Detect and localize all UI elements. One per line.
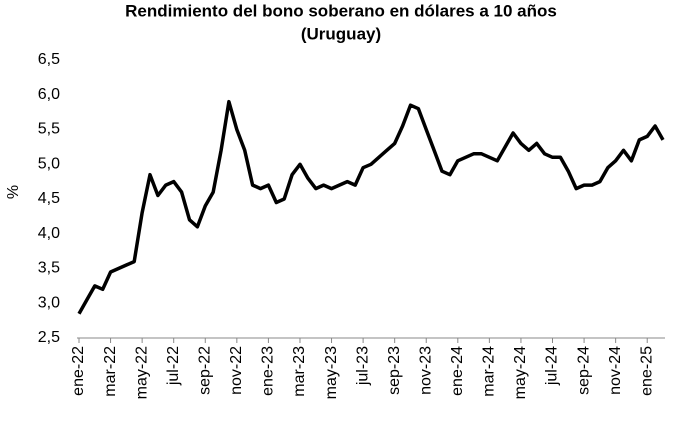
- y-tick-label: 6,5: [38, 51, 60, 68]
- y-tick-label: 5,5: [38, 121, 60, 138]
- x-tick-label: may-24: [512, 346, 529, 399]
- y-tick-label: 3,5: [38, 260, 60, 277]
- y-tick-label: 6,0: [38, 86, 60, 103]
- x-tick-label: ene-23: [260, 346, 277, 396]
- x-tick-label: jul-22: [165, 346, 182, 386]
- x-tick-label: mar-23: [291, 346, 308, 397]
- y-tick-label: 4,5: [38, 190, 60, 207]
- x-tick-label: nov-22: [228, 346, 245, 395]
- x-tick-label: may-23: [323, 346, 340, 399]
- chart-subtitle: (Uruguay): [301, 24, 381, 43]
- x-tick-label: ene-24: [449, 346, 466, 396]
- x-tick-label: sep-23: [386, 346, 403, 395]
- y-tick-label: 5,0: [38, 155, 60, 172]
- x-tick-label: nov-23: [417, 346, 434, 395]
- y-tick-label: 4,0: [38, 225, 60, 242]
- y-tick-label: 2,5: [38, 329, 60, 346]
- y-tick-label: 3,0: [38, 294, 60, 311]
- x-tick-label: sep-24: [575, 346, 592, 395]
- x-tick-label: mar-24: [481, 346, 498, 397]
- x-tick-label: mar-22: [102, 346, 119, 397]
- line: [77, 99, 665, 315]
- x-tick-label: sep-22: [196, 346, 213, 395]
- x-tick-label: ene-22: [70, 346, 87, 396]
- x-tick-label: may-22: [133, 346, 150, 399]
- x-tick-label: ene-25: [638, 346, 655, 396]
- y-axis-label: %: [5, 185, 22, 199]
- x-tick-label: jul-23: [354, 346, 371, 386]
- chart-title: Rendimiento del bono soberano en dólares…: [125, 1, 557, 20]
- x-tick-label: nov-24: [607, 346, 624, 395]
- x-tick-label: jul-24: [544, 346, 561, 386]
